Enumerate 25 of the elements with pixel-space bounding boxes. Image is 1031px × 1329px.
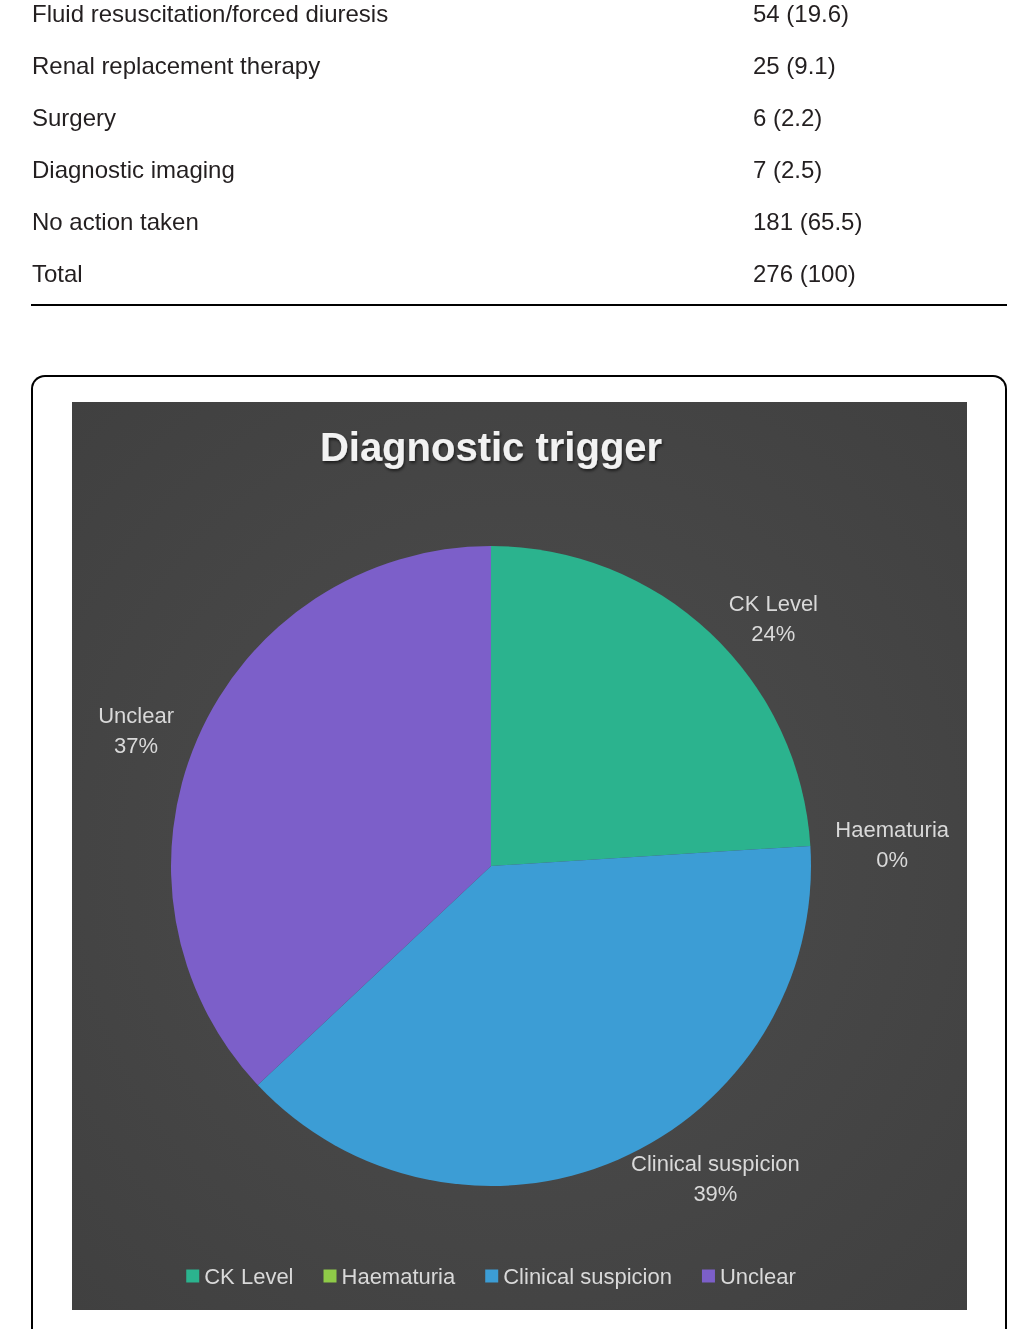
slice-label: CK Level xyxy=(728,590,819,616)
text: Total xyxy=(32,260,83,288)
text: Diagnostic imaging xyxy=(32,156,235,184)
text: 276 (100) xyxy=(753,260,856,288)
slice-label: Unclear xyxy=(98,703,174,729)
text: Surgery xyxy=(32,104,117,132)
text: 6 (2.2) xyxy=(753,104,823,132)
text: Renal replacement therapy xyxy=(32,52,321,80)
text: 7 (2.5) xyxy=(753,156,823,184)
legend-label: Unclear xyxy=(719,1263,796,1289)
text: 181 (65.5) xyxy=(753,208,863,236)
chart-title: Diagnostic trigger xyxy=(319,425,663,469)
legend-label: Clinical suspicion xyxy=(503,1263,672,1289)
text: 54 (19.6) xyxy=(753,0,850,28)
text: Fluid resuscitation/forced diuresis xyxy=(32,0,389,28)
text: 0% xyxy=(876,847,909,873)
text: No action taken xyxy=(32,208,199,236)
data-label: 37% xyxy=(114,733,159,759)
data-label: 24% xyxy=(751,620,796,646)
slice-label: Clinical suspicion xyxy=(631,1150,800,1176)
legend-label: CK Level xyxy=(204,1263,294,1289)
category-label: Haematuria xyxy=(835,817,950,843)
text: 25 (9.1) xyxy=(753,52,836,80)
legend-label: Haematuria xyxy=(341,1263,456,1289)
data-label: 39% xyxy=(693,1180,738,1206)
